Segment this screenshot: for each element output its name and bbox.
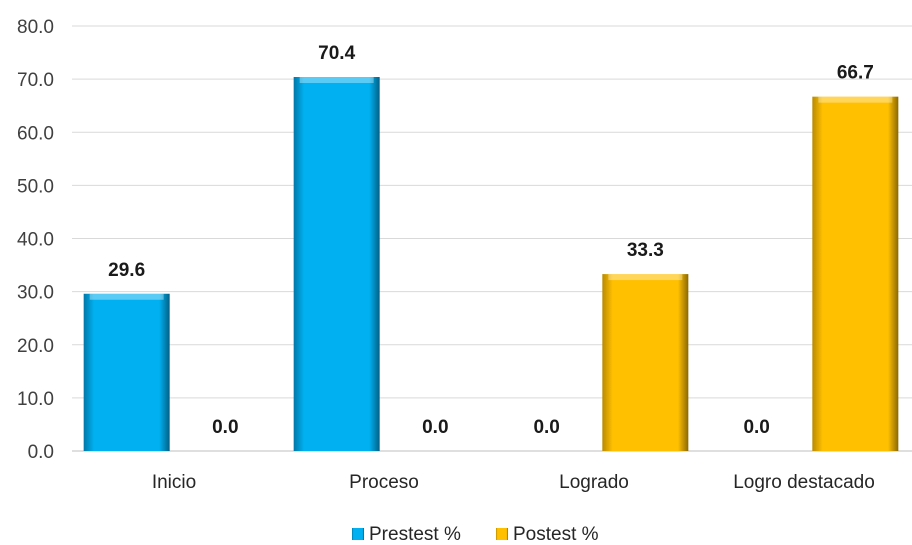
legend-swatch [496, 528, 508, 540]
bars [83, 77, 899, 451]
data-label: 0.0 [212, 417, 238, 438]
legend: Prestest % Postest % [352, 524, 599, 545]
data-label: 29.6 [108, 260, 145, 281]
category-label: Inicio [152, 472, 196, 493]
category-label: Logro destacado [733, 472, 875, 493]
data-labels: 29.6 0.0 70.4 0.0 0.0 33.3 0.0 66.7 [108, 43, 874, 438]
bar-prestest-0 [83, 293, 170, 451]
y-tick-label: 50.0 [17, 176, 54, 197]
y-tick-label: 20.0 [17, 336, 54, 357]
bar-bevel [818, 96, 893, 103]
y-tick-label: 60.0 [17, 123, 54, 144]
x-axis: Inicio Proceso Logrado Logro destacado [152, 472, 875, 493]
category-label: Proceso [349, 472, 419, 493]
data-label: 33.3 [627, 240, 664, 261]
data-label: 0.0 [422, 417, 448, 438]
legend-label: Postest % [513, 524, 599, 545]
data-label: 70.4 [318, 43, 355, 64]
y-axis: 0.0 10.0 20.0 30.0 40.0 50.0 60.0 70.0 80.0 [17, 17, 54, 463]
data-label: 0.0 [743, 417, 769, 438]
bar-bevel [299, 77, 374, 83]
y-tick-label: 0.0 [28, 442, 54, 463]
bar-postest-3 [812, 96, 899, 451]
bar-bevel [89, 293, 164, 300]
data-label: 0.0 [533, 417, 559, 438]
y-tick-label: 30.0 [17, 283, 54, 304]
legend-swatch [352, 528, 364, 540]
gridlines [72, 25, 912, 452]
y-tick-label: 70.0 [17, 70, 54, 91]
bar-prestest-1 [293, 77, 380, 451]
data-label: 66.7 [837, 63, 874, 84]
y-tick-label: 10.0 [17, 389, 54, 410]
y-tick-label: 80.0 [17, 17, 54, 38]
bar-postest-2 [602, 274, 689, 451]
legend-label: Prestest % [369, 524, 461, 545]
category-label: Logrado [559, 472, 629, 493]
y-tick-label: 40.0 [17, 230, 54, 251]
bar-bevel [608, 274, 683, 281]
